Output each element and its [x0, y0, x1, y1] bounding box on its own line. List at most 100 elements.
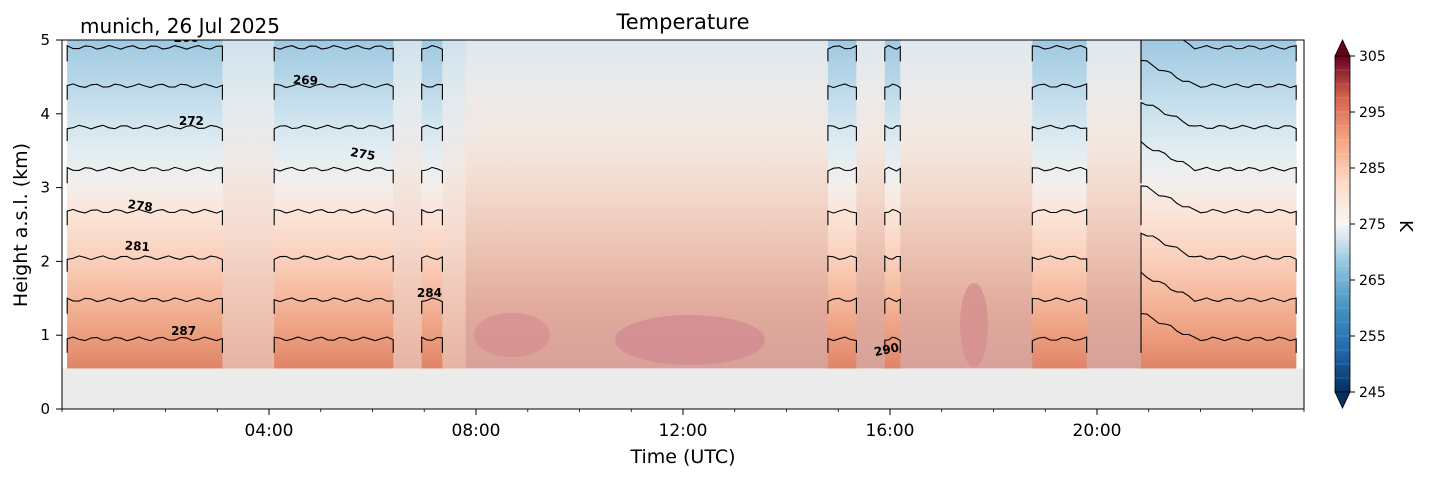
y-tick-label: 4: [40, 105, 50, 123]
contour-line: [827, 255, 857, 272]
y-tick-label: 3: [40, 179, 50, 197]
contour-line: [1140, 185, 1297, 226]
warm-core-regions: [474, 283, 988, 367]
contour-line: [827, 297, 857, 314]
chart-title: Temperature: [615, 10, 749, 34]
contour-line: [1140, 140, 1297, 184]
observation-block-4: [884, 40, 901, 369]
observation-block-6: [1140, 40, 1297, 369]
contour-line: [273, 45, 394, 62]
x-tick-label: 20:00: [1073, 421, 1122, 441]
contour-line: [1031, 166, 1088, 184]
contour-line: [421, 83, 443, 100]
y-tick-label: 2: [40, 252, 50, 270]
contour-line: [884, 297, 901, 314]
colorbar-tick-label: 265: [1359, 273, 1386, 289]
contour-labels: 266 269 272 275 278 281 284 287 290: [124, 31, 900, 359]
contour-line: [66, 124, 223, 142]
contour-line: [273, 336, 394, 353]
observation-block-2: [421, 40, 443, 369]
contour-line: [421, 208, 443, 226]
contour-line: [1031, 208, 1088, 226]
y-axis: 0 1 2 3 4 5: [40, 31, 62, 418]
contour-line: [273, 83, 394, 100]
x-axis: 04:00 08:00 12:00 16:00 20:00: [61, 409, 1305, 441]
contour-line: [66, 255, 223, 272]
contour-line: [884, 83, 901, 100]
colorbar-extend-max: [1334, 39, 1351, 57]
contour-label: 272: [179, 114, 204, 128]
contour-line: [273, 208, 394, 226]
contour-line: [827, 336, 857, 353]
colorbar-tick-label: 305: [1359, 49, 1386, 65]
x-axis-label: Time (UTC): [629, 446, 735, 468]
x-tick-label: 08:00: [452, 421, 501, 441]
y-tick-label: 1: [40, 326, 50, 344]
contour-line: [273, 166, 394, 184]
contour-line: [1031, 124, 1088, 142]
contour-line: [66, 297, 223, 314]
contour-line: [66, 44, 223, 62]
contour-line: [827, 83, 857, 100]
observation-block-3: [827, 40, 857, 369]
contour-line: [421, 45, 443, 62]
contour-line: [1031, 297, 1088, 314]
contour-line: [1140, 101, 1297, 142]
x-tick-label: 12:00: [659, 421, 708, 441]
colorbar-tick-label: 255: [1359, 329, 1386, 345]
contour-line: [1140, 313, 1297, 353]
contour-line: [421, 255, 443, 272]
observation-block-1: [274, 40, 394, 369]
contour-lines: [66, 40, 1297, 353]
colorbar-extend-min: [1334, 391, 1351, 409]
observation-block-0: [67, 40, 223, 369]
x-tick-label: 04:00: [245, 421, 294, 441]
contour-line: [1031, 255, 1088, 272]
y-axis-label: Height a.s.l. (km): [10, 143, 32, 307]
contour-line: [273, 124, 394, 142]
contour-label: 290: [873, 340, 900, 359]
colorbar: 245 255 265 275 285 295 305 K: [1334, 39, 1416, 409]
colorbar-tick-label: 295: [1359, 105, 1386, 121]
contour-line: [421, 124, 443, 142]
no-data-region: [62, 368, 1304, 409]
contour-line: [1140, 59, 1297, 100]
contour-line: [1140, 270, 1297, 314]
y-tick-label: 5: [40, 31, 50, 49]
contour-line: [827, 44, 857, 62]
contour-line: [66, 208, 223, 226]
contour-line: [273, 297, 394, 314]
contour-label: 269: [293, 73, 319, 88]
location-date-label: munich, 26 Jul 2025: [80, 14, 280, 38]
contour-line: [1140, 232, 1297, 272]
contour-line: [66, 83, 223, 100]
contour-label: 266: [174, 31, 199, 45]
y-tick-label: 0: [40, 400, 50, 418]
contour-line: [884, 254, 901, 272]
contour-line: [421, 297, 443, 314]
contour-line: [66, 166, 223, 184]
contour-label: 275: [349, 145, 376, 163]
contour-line: [827, 124, 857, 142]
contour-line: [273, 255, 394, 272]
contour-line: [421, 336, 443, 353]
contour-line: [884, 124, 901, 142]
contour-line: [884, 336, 901, 353]
contour-label: 284: [417, 286, 442, 300]
contour-line: [884, 208, 901, 226]
warm-core-morning: [474, 313, 550, 357]
colorbar-tick-label: 285: [1359, 161, 1386, 177]
warm-core-midday: [615, 315, 765, 365]
colorbar-label: K: [1395, 220, 1416, 233]
colorbar-tick-label: 275: [1359, 217, 1386, 233]
warm-core-afternoon: [960, 283, 988, 367]
contour-line: [1031, 83, 1088, 100]
plot-area: 266 269 272 275 278 281 284 287 290: [62, 31, 1304, 409]
contour-line: [66, 336, 223, 353]
contour-label: 278: [127, 197, 154, 214]
contour-line: [884, 44, 901, 62]
contour-label: 287: [171, 324, 196, 338]
contour-line: [884, 166, 901, 184]
contour-line: [1031, 336, 1088, 353]
